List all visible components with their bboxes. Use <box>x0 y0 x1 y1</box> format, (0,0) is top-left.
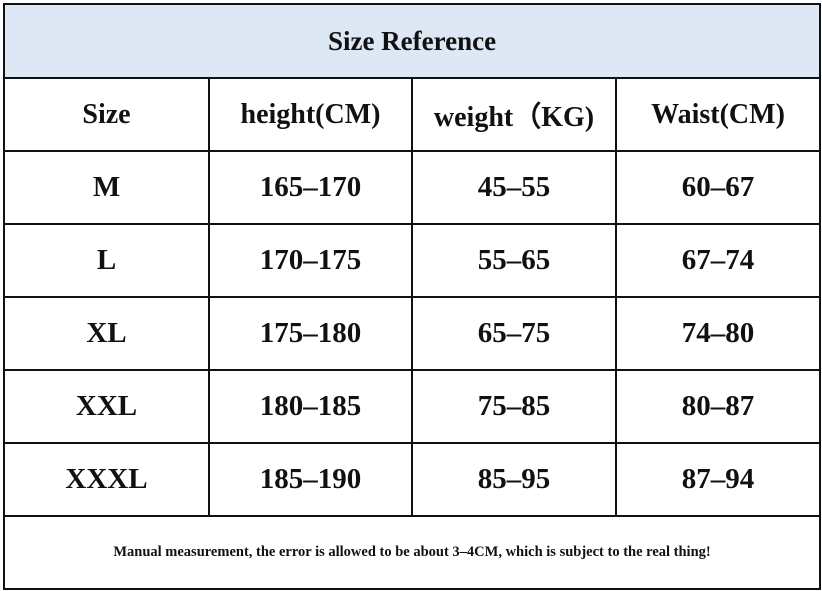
note-row: Manual measurement, the error is allowed… <box>2 515 822 590</box>
size-row: M 165–170 45–55 60–67 <box>3 150 822 225</box>
header-row: Size height(CM) weight（KG) Waist(CM) <box>3 77 822 152</box>
cell: 170–175 <box>208 223 413 298</box>
table-body: Size Reference Size height(CM) weight（KG) W… <box>2 3 822 590</box>
cell: XXXL <box>3 442 210 517</box>
size-row: XXL 180–185 75–85 80–87 <box>3 369 822 444</box>
cell: 85–95 <box>411 442 617 517</box>
cell: 175–180 <box>208 296 413 371</box>
cell: 180–185 <box>208 369 413 444</box>
size-table: Size Reference Size height(CM) weight（KG) W… <box>2 3 822 590</box>
title-row: Size Reference <box>2 3 822 79</box>
cell: M <box>3 150 210 225</box>
size-row: XXXL 185–190 85–95 87–94 <box>3 442 822 517</box>
cell: 45–55 <box>411 150 617 225</box>
header-cell: height(CM) <box>208 77 413 152</box>
cell: 74–80 <box>614 296 822 371</box>
cell: 185–190 <box>208 442 413 517</box>
header-cell: weight（KG) <box>411 77 617 152</box>
cell: XXL <box>3 369 210 444</box>
size-row: XL 175–180 65–75 74–80 <box>3 296 822 371</box>
header-cell: Waist(CM) <box>614 77 822 152</box>
cell: 60–67 <box>614 150 822 225</box>
header-cell: Size <box>3 77 210 152</box>
cell: 80–87 <box>614 369 822 444</box>
cell: L <box>3 223 210 298</box>
cell: 165–170 <box>208 150 413 225</box>
cell: 67–74 <box>614 223 822 298</box>
table-title: Size Reference <box>2 3 822 79</box>
cell: 65–75 <box>411 296 617 371</box>
note: Manual measurement, the error is allowed… <box>2 515 822 590</box>
size-row: L 170–175 55–65 67–74 <box>3 223 822 298</box>
cell: 87–94 <box>614 442 822 517</box>
cell: 55–65 <box>411 223 617 298</box>
cell: XL <box>3 296 210 371</box>
cell: 75–85 <box>411 369 617 444</box>
